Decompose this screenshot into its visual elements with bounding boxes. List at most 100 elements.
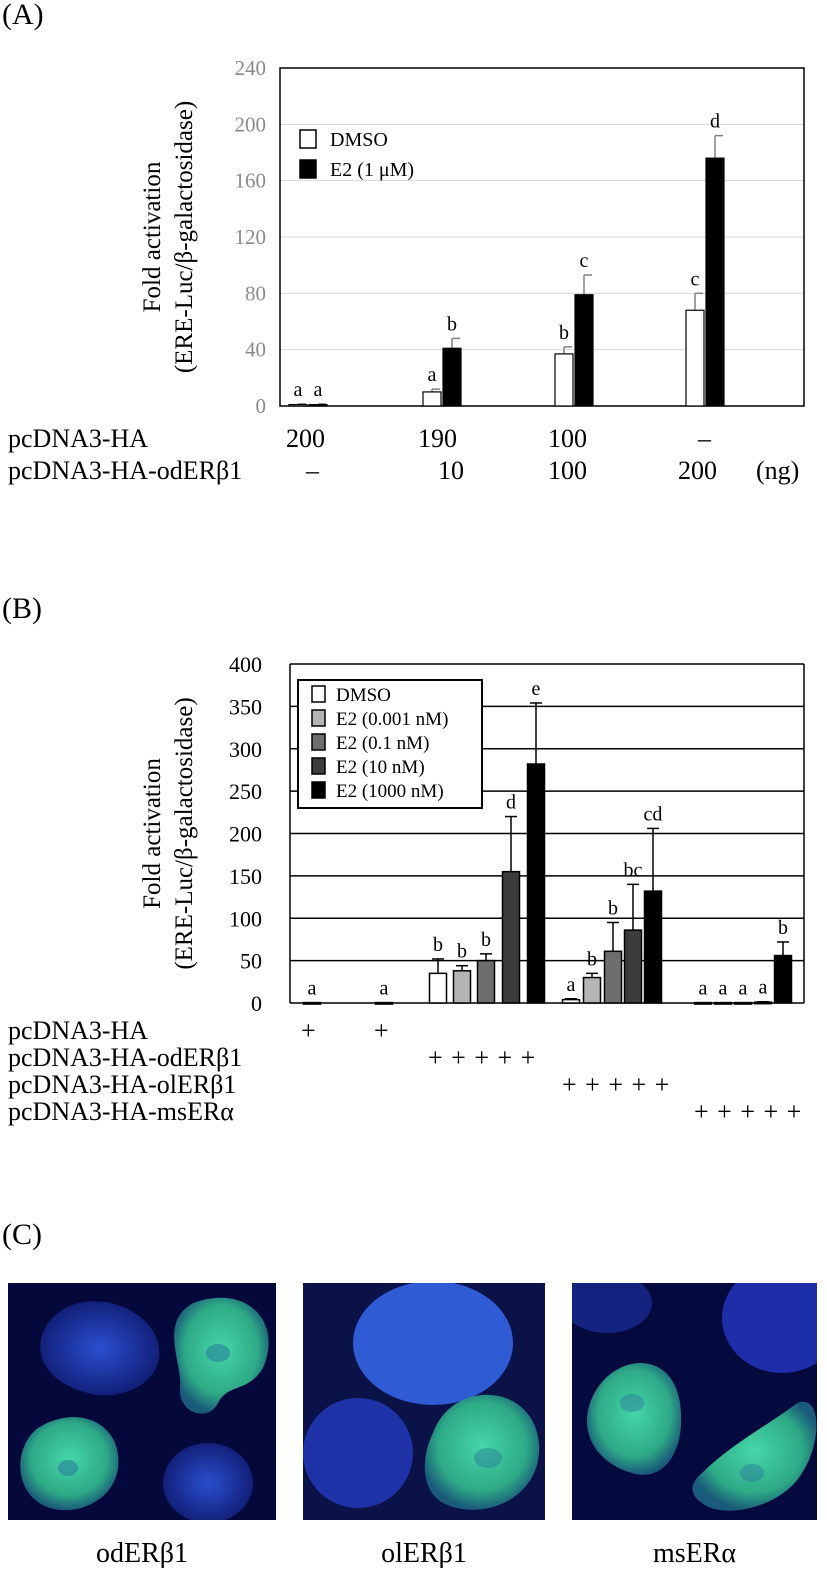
panel-b-bar xyxy=(713,1001,733,1005)
panel-b-significance-letter: bc xyxy=(624,859,643,881)
panel-b-significance-letter: d xyxy=(506,792,516,814)
panel-b-bar xyxy=(603,950,623,1004)
panel-b-bar xyxy=(526,763,546,1004)
panel-a-significance-letter: b xyxy=(447,313,457,335)
panel-b-bar xyxy=(561,998,581,1004)
panel-a-significance-letter: c xyxy=(580,250,589,272)
panel-b-bar xyxy=(582,976,602,1004)
micrograph-caption: msERα xyxy=(652,1538,737,1569)
panel-a-significance-letter: b xyxy=(559,322,569,344)
panel-a-ylabel: (ERE-Luc/β-galactosidase) xyxy=(171,101,198,373)
panel-b-ytick-label: 50 xyxy=(240,949,262,974)
panel-b-legend-box xyxy=(297,679,483,809)
panel-a-bar xyxy=(442,347,462,407)
panel-b-significance-letter: a xyxy=(719,978,728,1000)
panel-a-plot-frame xyxy=(279,67,805,407)
panel-a-bar xyxy=(288,403,308,407)
panel-b-bar xyxy=(374,1001,394,1005)
micrograph-caption: odERβ1 xyxy=(95,1538,189,1569)
panel-b-significance-letter: e xyxy=(532,678,541,700)
panel-b-ylabel: Fold activation xyxy=(139,758,166,909)
panel-a-unit: (ng) xyxy=(756,456,800,485)
panel-a-row-2-label: pcDNA3-HA-odERβ1 xyxy=(8,456,243,485)
panel-b-significance-letter: b xyxy=(587,948,597,970)
panel-a-significance-letter: d xyxy=(710,111,720,133)
panel-b-row-2-label: pcDNA3-HA-odERβ1 xyxy=(8,1043,243,1072)
panel-b-legend-label: E2 (0.1 nM) xyxy=(336,733,429,754)
panel-b-significance-letter: b xyxy=(457,941,467,963)
panel-b-ytick-label: 300 xyxy=(229,737,262,762)
panel-b-significance-letter: a xyxy=(699,978,708,1000)
panel-b-bar xyxy=(693,1001,713,1005)
panel-b-ytick-label: 250 xyxy=(229,779,262,804)
panel-b-significance-letter: a xyxy=(567,974,576,996)
panel-b-significance-letter: b xyxy=(481,929,491,951)
panel-b-bar xyxy=(733,1001,753,1005)
panel-b-legend-label: E2 (0.001 nM) xyxy=(336,709,448,730)
panel-b-bar xyxy=(302,1001,322,1005)
micrograph-olERb1 xyxy=(303,1283,545,1520)
panel-a-bar xyxy=(685,309,705,407)
panel-b-label: (B) xyxy=(2,592,42,625)
panel-a-ytick-label: 160 xyxy=(235,169,267,193)
panel-a-row-1-cell: 200 xyxy=(286,424,325,453)
panel-a-chart: 0 40 80 120 160 200 240 Fold activation (ERE-Luc… xyxy=(139,56,805,418)
panel-a-bar xyxy=(422,391,442,407)
panel-b-ytick-label: 400 xyxy=(229,652,262,677)
panel-a-significance-letter: c xyxy=(691,268,700,290)
panel-b-bar xyxy=(476,959,496,1004)
panel-b-significance-letter: a xyxy=(380,978,389,1000)
panel-a-legend-label: E2 (1 μM) xyxy=(330,159,414,181)
panel-a-significance-letter: a xyxy=(314,379,323,401)
panel-b-bar xyxy=(623,929,643,1004)
panel-a-ytick-label: 80 xyxy=(245,281,266,305)
panel-b-significance-letter: a xyxy=(759,977,768,999)
panel-b-row-2-marks: + + + + + xyxy=(428,1043,537,1072)
panel-b-ylabel: (ERE-Luc/β-galactosidase) xyxy=(171,697,198,969)
panel-a-bar xyxy=(554,353,574,407)
panel-b-row-3-label: pcDNA3-HA-olERβ1 xyxy=(8,1070,237,1099)
panel-a-bar xyxy=(308,403,328,407)
panel-b-legend-swatch xyxy=(311,781,326,799)
micrograph-odERb1 xyxy=(8,1283,276,1520)
panel-a-row-2-cell: 100 xyxy=(548,456,587,485)
panel-a-label: (A) xyxy=(2,0,44,31)
panel-b-row-4-marks: + + + + + xyxy=(694,1097,803,1126)
panel-a-legend-swatch xyxy=(299,159,317,179)
micrograph-msERa xyxy=(572,1283,817,1520)
panel-b-row-4-label: pcDNA3-HA-msERα xyxy=(8,1097,234,1126)
panel-a-row-2-cell: 10 xyxy=(438,456,464,485)
panel-a-significance-letter: a xyxy=(428,364,437,386)
panel-a-ytick-label: 200 xyxy=(235,112,267,136)
panel-b-bar xyxy=(643,890,663,1004)
panel-b-ytick-label: 100 xyxy=(229,906,262,931)
panel-a-ylabel: Fold activation xyxy=(139,161,166,312)
panel-b-legend-swatch xyxy=(311,685,326,703)
panel-b-significance-letter: a xyxy=(308,978,317,1000)
panel-a-row-1-cell: 190 xyxy=(418,424,457,453)
panel-b-bar xyxy=(753,1001,773,1005)
panel-b-legend-label: E2 (1000 nM) xyxy=(336,781,444,802)
panel-a-row-1-cell: – xyxy=(698,424,711,453)
panel-b-ytick-label: 0 xyxy=(251,991,262,1016)
panel-a-bar xyxy=(705,157,725,407)
panel-a-ytick-label: 0 xyxy=(256,394,267,418)
panel-b-significance-letter: b xyxy=(608,897,618,919)
panel-b-legend-label: DMSO xyxy=(336,685,391,706)
panel-b-bar xyxy=(452,970,472,1004)
panel-a-significance-letter: a xyxy=(294,379,303,401)
panel-b-legend-label: E2 (10 nM) xyxy=(336,757,425,778)
panel-c-label: (C) xyxy=(2,1218,42,1251)
panel-a-legend-swatch xyxy=(299,129,317,149)
panel-b-legend-swatch xyxy=(311,757,326,775)
panel-b-row-1-mark: + xyxy=(301,1016,316,1045)
panel-b-chart: 0 50 100 150 200 250 300 350 400 Fold activation(… xyxy=(139,652,805,1016)
panel-a-row-1-cell: 100 xyxy=(548,424,587,453)
panel-a-legend-label: DMSO xyxy=(330,129,388,151)
panel-a-row-1-label: pcDNA3-HA xyxy=(8,424,149,453)
panel-a-ytick-label: 240 xyxy=(235,56,267,80)
panel-b-significance-letter: a xyxy=(739,978,748,1000)
panel-b-legend-swatch xyxy=(311,709,326,727)
panel-b-row-1-mark: + xyxy=(374,1016,389,1045)
panel-b-row-1-label: pcDNA3-HA xyxy=(8,1016,149,1045)
